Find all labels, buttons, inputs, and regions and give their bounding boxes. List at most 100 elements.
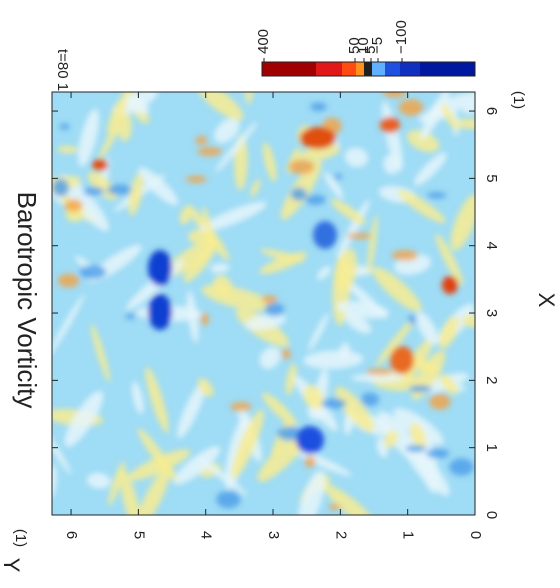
swirl bbox=[339, 342, 350, 359]
patch bbox=[310, 102, 327, 112]
colorbar-tick-label: 10 bbox=[355, 37, 372, 54]
patch bbox=[449, 458, 474, 476]
swirl bbox=[86, 472, 111, 489]
swirl bbox=[324, 484, 378, 515]
patch bbox=[408, 314, 417, 325]
colorbar-segment bbox=[385, 62, 400, 76]
plot-frame bbox=[51, 91, 476, 516]
colorbar-tick-label: 50 bbox=[346, 37, 363, 54]
swirl bbox=[303, 385, 324, 410]
patch bbox=[408, 385, 432, 393]
swirl bbox=[98, 123, 120, 160]
swirl bbox=[196, 92, 244, 121]
colorbar-tick-label: −5 bbox=[369, 37, 386, 54]
colorbar-tick-label: 5 bbox=[362, 46, 379, 54]
swirls bbox=[52, 92, 475, 515]
patch bbox=[405, 444, 426, 453]
y-unit: (1) bbox=[12, 529, 29, 547]
swirl bbox=[78, 108, 100, 167]
patch bbox=[197, 147, 223, 156]
swirl bbox=[451, 118, 475, 130]
swirl bbox=[215, 121, 258, 173]
x-tick-label: 6 bbox=[483, 107, 500, 115]
patch bbox=[216, 490, 241, 509]
vortex bbox=[92, 159, 108, 171]
vortex bbox=[296, 426, 324, 454]
swirl bbox=[183, 246, 215, 283]
swirl bbox=[262, 392, 298, 427]
swirl bbox=[60, 174, 109, 232]
swirl bbox=[285, 363, 297, 396]
swirl bbox=[119, 468, 142, 515]
swirl bbox=[127, 449, 191, 481]
field bbox=[52, 92, 475, 515]
swirl bbox=[406, 129, 440, 153]
swirl bbox=[372, 267, 422, 312]
swirl bbox=[397, 189, 446, 224]
colorbar-segment bbox=[400, 62, 420, 76]
swirl bbox=[383, 154, 400, 175]
patch bbox=[360, 392, 380, 407]
swirl bbox=[52, 416, 72, 475]
swirl bbox=[350, 373, 405, 382]
swirl bbox=[461, 314, 475, 328]
swirl bbox=[336, 199, 370, 260]
x-tick-label: 4 bbox=[483, 242, 500, 250]
vortex bbox=[442, 276, 458, 294]
swirl bbox=[344, 147, 369, 168]
swirl bbox=[202, 206, 215, 245]
swirl bbox=[462, 101, 475, 114]
colorbar-tick-label: 400 bbox=[255, 29, 272, 54]
vortex bbox=[390, 346, 414, 374]
swirl bbox=[330, 199, 366, 225]
patch bbox=[290, 187, 307, 201]
colorbar-segment bbox=[364, 62, 372, 76]
swirl bbox=[64, 390, 104, 447]
vortex bbox=[313, 221, 337, 249]
patch bbox=[57, 273, 80, 288]
patch bbox=[52, 178, 70, 197]
swirl bbox=[259, 347, 281, 369]
swirl bbox=[90, 323, 111, 383]
patch bbox=[333, 173, 343, 181]
patch bbox=[426, 448, 450, 459]
swirl bbox=[177, 382, 206, 439]
colorbar-segment bbox=[316, 62, 342, 76]
colorbar-segment bbox=[420, 62, 475, 76]
swirl bbox=[420, 92, 450, 140]
swirl bbox=[336, 248, 358, 292]
patch bbox=[230, 402, 252, 412]
patch bbox=[321, 398, 347, 410]
y-tick-label: 6 bbox=[63, 531, 80, 539]
swirl bbox=[125, 97, 149, 114]
y-tick-label: 1 bbox=[400, 531, 417, 539]
swirl bbox=[135, 466, 171, 515]
swirl bbox=[435, 233, 464, 286]
swirl bbox=[439, 316, 459, 349]
patch bbox=[305, 194, 326, 205]
colorbar-segment bbox=[372, 62, 385, 76]
y-tick-label: 0 bbox=[467, 531, 484, 539]
patch bbox=[200, 312, 209, 326]
colorbar-segment bbox=[262, 62, 316, 76]
patch bbox=[365, 368, 393, 376]
patch bbox=[382, 92, 406, 98]
colorbar-tick-label: −100 bbox=[393, 20, 410, 54]
swirl bbox=[308, 313, 329, 351]
patch bbox=[195, 135, 208, 145]
vortex bbox=[380, 117, 400, 133]
vortex bbox=[300, 127, 336, 149]
swirl bbox=[250, 178, 261, 197]
swirl bbox=[298, 144, 341, 162]
chart-title: Barotropic Vorticity bbox=[12, 192, 42, 409]
colorbar-segment bbox=[342, 62, 356, 76]
patch bbox=[304, 456, 316, 468]
y-axis-label: Y bbox=[0, 558, 24, 573]
swirl bbox=[196, 456, 248, 496]
vortex bbox=[148, 250, 172, 286]
patch bbox=[429, 393, 451, 410]
swirl bbox=[52, 294, 85, 357]
x-unit: (1) bbox=[510, 91, 527, 109]
subtitle: t=80 1 bbox=[54, 49, 71, 91]
